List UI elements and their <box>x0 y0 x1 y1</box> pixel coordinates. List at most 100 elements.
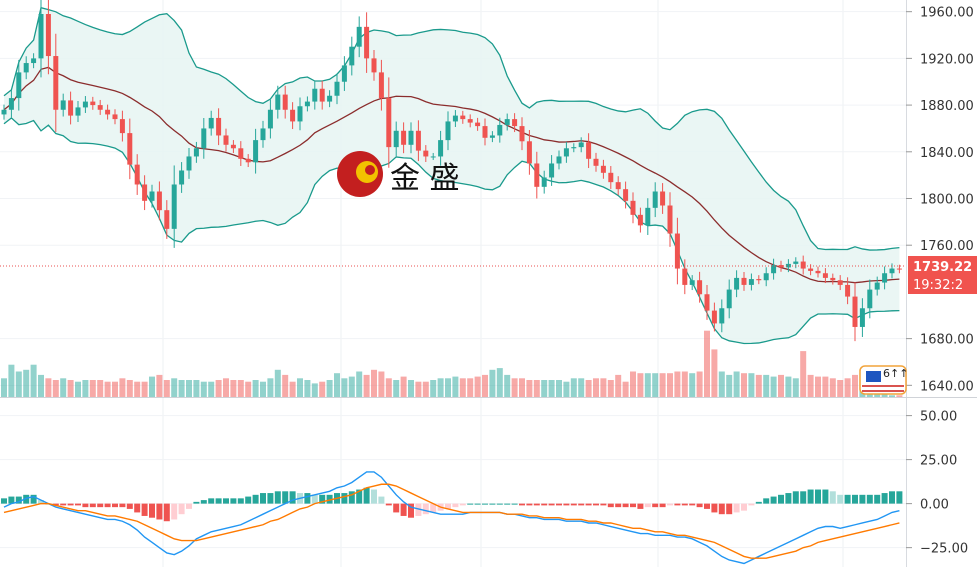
candle-body <box>378 72 384 99</box>
volume-bar <box>274 369 281 397</box>
candle-body <box>401 130 407 145</box>
volume-bar <box>467 378 474 397</box>
macd-histogram-bar <box>267 493 274 504</box>
macd-histogram-bar <box>785 493 792 504</box>
flag-badge[interactable]: 6↑↑ <box>859 365 908 395</box>
volume-bar <box>541 380 548 397</box>
macd-histogram-bar <box>371 489 377 504</box>
macd-histogram-bar <box>237 498 244 504</box>
candle-body <box>771 265 777 274</box>
volume-bar <box>674 371 681 397</box>
candle-body <box>882 273 888 283</box>
volume-bar <box>889 395 895 397</box>
macd-tick-label: 0.00 <box>920 498 949 513</box>
candle-body <box>445 121 451 141</box>
macd-histogram-bar <box>829 491 836 504</box>
macd-histogram-bar <box>356 489 363 504</box>
volume-bar <box>570 378 577 397</box>
candle-body <box>497 124 503 136</box>
volume-bar <box>341 378 348 397</box>
macd-tick-label: −25.00 <box>920 542 968 557</box>
volume-bar <box>186 380 192 397</box>
lower-band-line <box>3 117 900 345</box>
volume-bar <box>282 374 289 397</box>
volume-bar <box>689 373 696 397</box>
volume-bar <box>622 381 629 397</box>
volume-bar <box>67 380 74 397</box>
candle-body <box>793 261 799 264</box>
macd-histogram-bar <box>637 503 644 509</box>
candle-body <box>201 128 207 149</box>
volume-bar <box>607 380 614 397</box>
candle-body <box>808 268 814 271</box>
volume-bar <box>533 380 540 397</box>
candle-body <box>16 72 22 99</box>
candle-body <box>704 294 710 311</box>
price-tick-label: 1920.00 <box>920 52 974 67</box>
macd-histogram-bar <box>400 503 407 516</box>
macd-histogram-bar <box>459 503 466 506</box>
volume-bar <box>289 381 296 397</box>
watermark-text: 金 盛 <box>390 161 460 196</box>
macd-histogram-bar <box>304 493 311 504</box>
candle-body <box>119 119 125 134</box>
macd-histogram-bar <box>704 503 710 509</box>
volume-bar <box>504 374 511 397</box>
volume-bar <box>652 373 659 397</box>
volume-bar <box>430 380 437 397</box>
candle-body <box>45 14 51 57</box>
candle-body <box>526 141 532 164</box>
macd-histogram-bar <box>445 503 451 509</box>
upper-band-line <box>3 6 900 251</box>
macd-histogram-bar <box>763 498 770 504</box>
macd-histogram-bar <box>511 503 518 505</box>
candle-body <box>874 282 880 290</box>
volume-bar <box>711 349 718 397</box>
volume-bar <box>807 374 814 397</box>
candle-body <box>615 182 621 190</box>
volume-bar <box>149 376 155 397</box>
price-tick-label: 1880.00 <box>920 99 974 114</box>
macd-histogram-bar <box>852 494 858 504</box>
candle-body <box>815 270 821 274</box>
macd-histogram-bar <box>630 503 636 508</box>
macd-histogram-bar <box>696 503 703 508</box>
volume-bar <box>393 380 400 397</box>
candle-body <box>556 156 562 164</box>
candle-body <box>867 289 873 309</box>
candle-body <box>756 279 762 281</box>
candle-body <box>623 189 629 201</box>
candle-body <box>105 109 111 115</box>
volume-bar <box>585 380 592 397</box>
candle-body <box>719 308 725 324</box>
candle-body <box>238 148 244 159</box>
volume-bar <box>45 378 52 397</box>
candle-body <box>593 158 599 166</box>
macd-histogram-bar <box>667 503 673 506</box>
macd-histogram-bar <box>563 503 570 506</box>
volume-bar <box>644 373 651 397</box>
volume-bar <box>667 373 673 397</box>
volume-bar <box>171 378 178 397</box>
volume-bar <box>593 378 599 397</box>
watermark: 金 盛 <box>337 151 460 197</box>
candle-body <box>652 191 658 208</box>
macd-histogram-bar <box>178 503 185 515</box>
macd-histogram-bar <box>245 496 252 504</box>
candle-body <box>23 63 29 73</box>
macd-histogram-bar <box>230 498 237 504</box>
macd-histogram-bar <box>778 494 784 504</box>
macd-histogram-bar <box>659 503 666 508</box>
macd-histogram-bar <box>548 503 555 506</box>
candles <box>1 0 902 342</box>
macd-histogram-bar <box>741 503 747 511</box>
volume-bar <box>385 378 392 397</box>
macd-histogram-bar <box>149 503 155 518</box>
volume-bar <box>400 376 407 397</box>
price-tick-label: 1960.00 <box>920 6 974 21</box>
macd-line <box>3 471 900 565</box>
candle-body <box>408 130 414 145</box>
macd-histogram-bar <box>156 503 163 520</box>
macd-histogram-bar <box>97 503 104 508</box>
macd-histogram-bar <box>452 503 459 508</box>
